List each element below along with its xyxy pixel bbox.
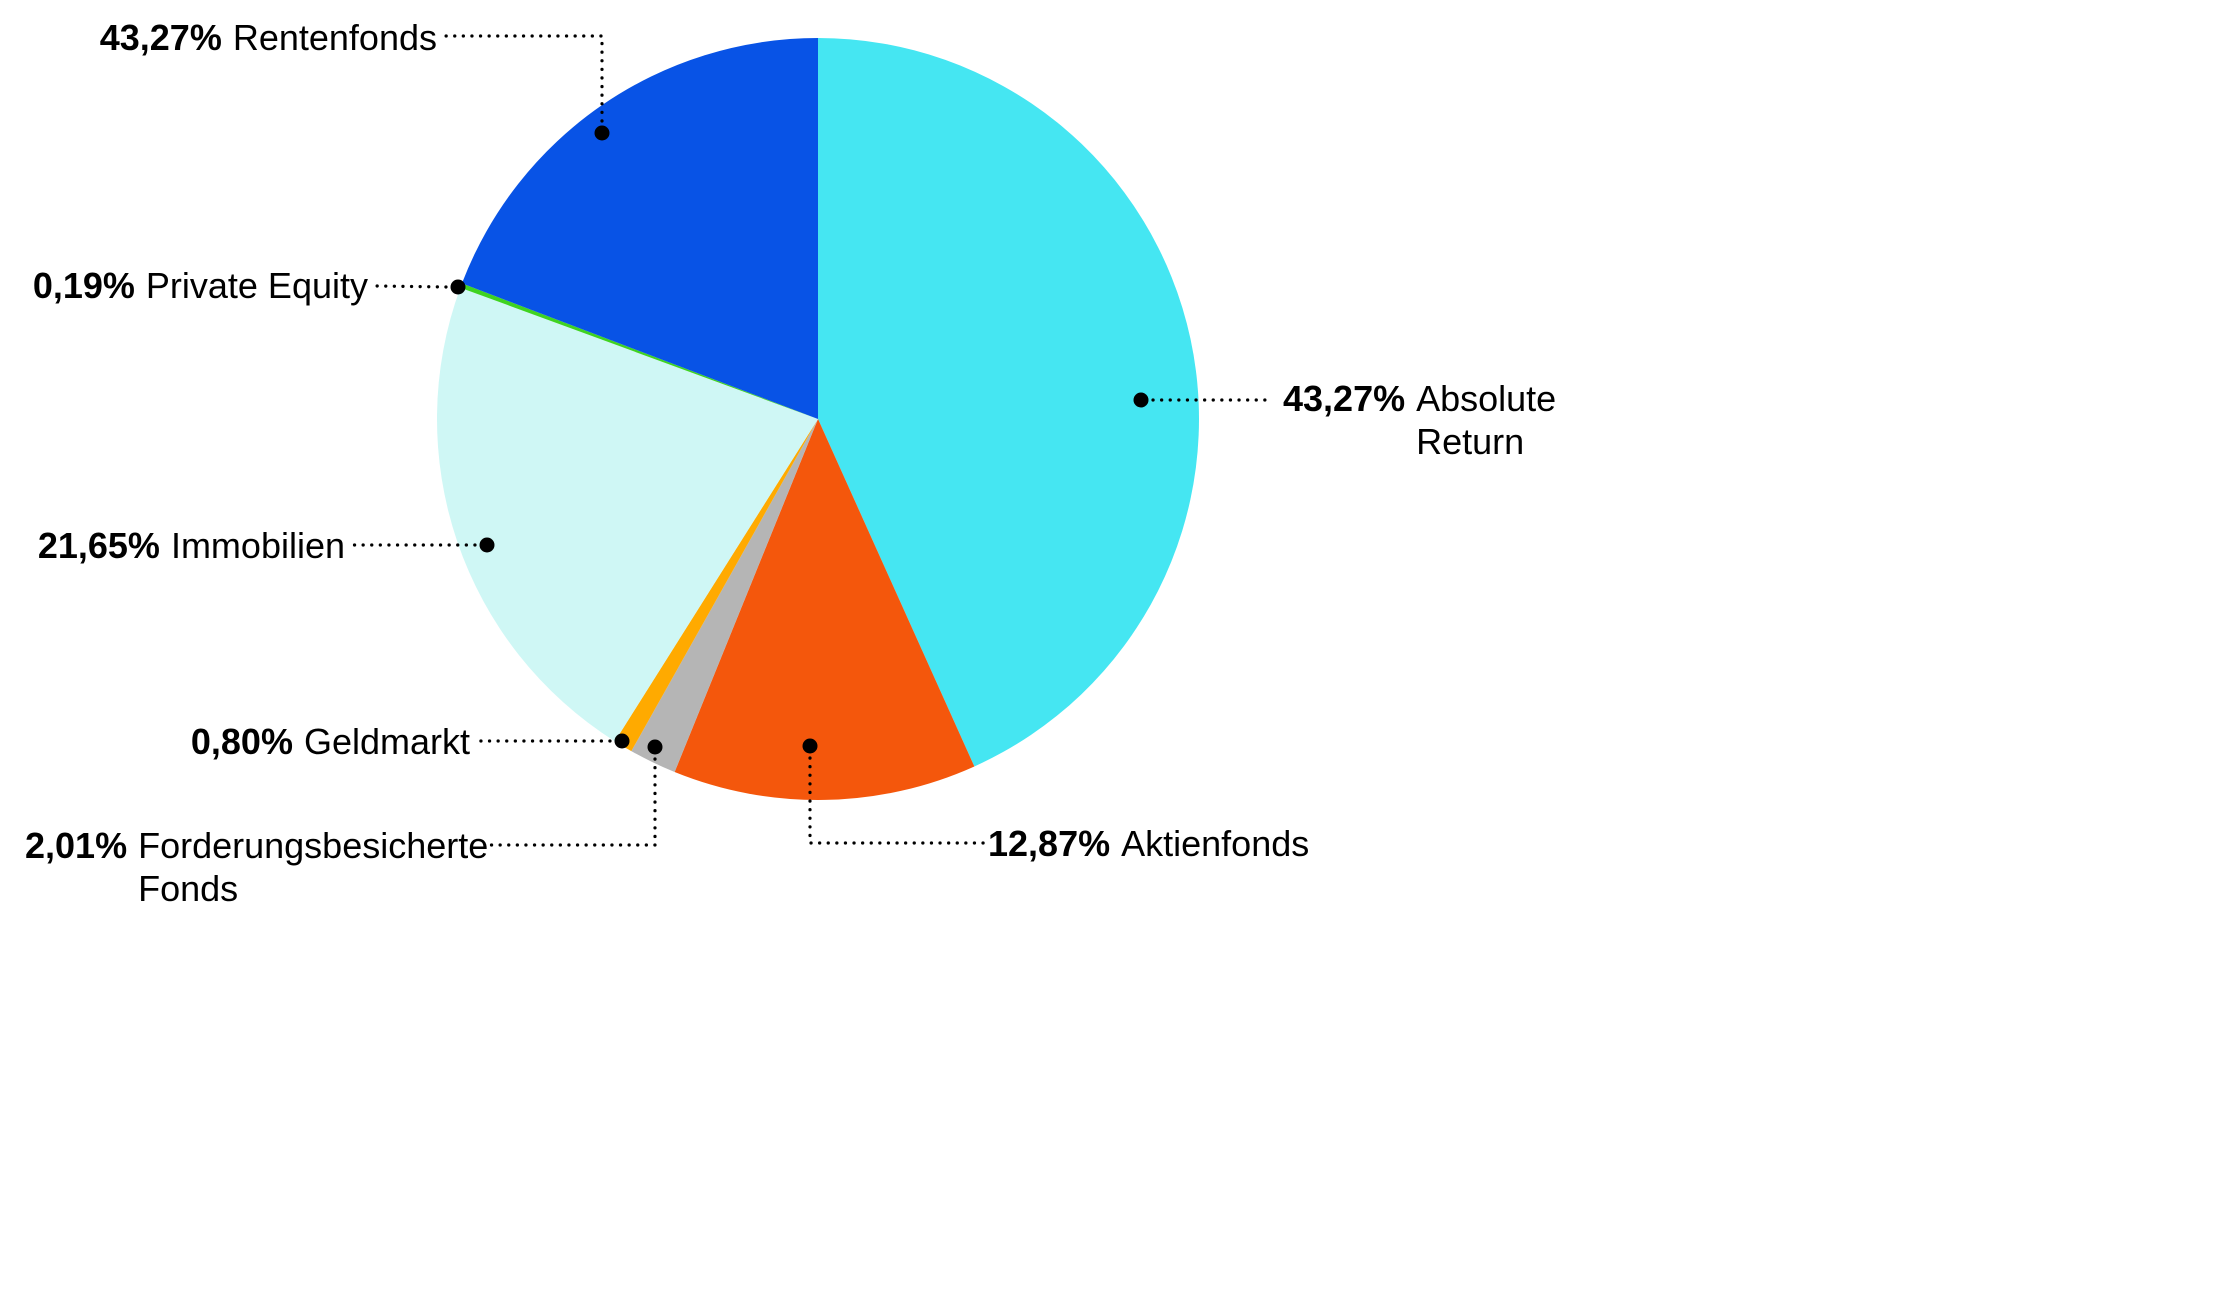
leader-dot-private-equity <box>450 279 466 295</box>
label-rentenfonds: 43,27% Rentenfonds <box>100 16 437 59</box>
leader-dot-immobilien <box>479 537 495 553</box>
pie-slice-geldmarkt <box>614 419 818 752</box>
label-forderungsbesicherte-fonds-percent: 2,01% <box>25 825 128 866</box>
label-immobilien-name: Immobilien <box>170 525 345 566</box>
label-geldmarkt-percent: 0,80% <box>190 721 293 762</box>
leader-line-aktienfonds <box>808 756 987 845</box>
label-private-equity-name: Private Equity <box>145 265 368 306</box>
label-absolute-return: 43,27% Absolute Return <box>1283 377 1581 463</box>
label-private-equity: 0,19% Private Equity <box>33 264 368 307</box>
pie-slice-absolute-return <box>818 38 1199 767</box>
label-immobilien: 21,65% Immobilien <box>38 524 345 567</box>
leader-dot-aktienfonds <box>802 738 818 754</box>
pie-slice-immobilien <box>436 287 818 742</box>
pie-slice-forderungsbesicherte-fonds <box>631 419 818 772</box>
label-aktienfonds: 12,87% Aktienfonds <box>988 822 1309 865</box>
label-geldmarkt-name: Geldmarkt <box>303 721 470 762</box>
leader-line-rentenfonds <box>440 34 604 123</box>
pie-slice-aktienfonds <box>674 419 975 801</box>
leader-line-private-equity <box>373 284 448 289</box>
label-absolute-return-percent: 43,27% <box>1283 378 1406 419</box>
label-private-equity-percent: 0,19% <box>32 265 135 306</box>
leader-dot-rentenfonds <box>594 125 610 141</box>
label-immobilien-percent: 21,65% <box>37 525 160 566</box>
label-rentenfonds-percent: 43,27% <box>99 17 222 58</box>
label-geldmarkt: 0,80% Geldmarkt <box>191 720 470 763</box>
pie-slice-rentenfonds <box>461 38 818 419</box>
leader-line-forderungsbesicherte-fonds <box>481 757 657 847</box>
pie-slice-private-equity <box>460 283 818 419</box>
label-forderungsbesicherte-fonds: 2,01% Forderungsbesicherte Fonds <box>25 824 533 910</box>
label-absolute-return-name: Absolute Return <box>1416 378 1557 462</box>
label-aktienfonds-percent: 12,87% <box>988 823 1111 864</box>
label-aktienfonds-name: Aktienfonds <box>1121 823 1310 864</box>
label-forderungsbesicherte-fonds-name: Forderungsbesicherte Fonds <box>138 825 489 909</box>
label-rentenfonds-name: Rentenfonds <box>232 17 437 58</box>
leader-dot-geldmarkt <box>614 733 630 749</box>
leader-dot-absolute-return <box>1133 392 1149 408</box>
leader-dot-forderungsbesicherte-fonds <box>647 739 663 755</box>
